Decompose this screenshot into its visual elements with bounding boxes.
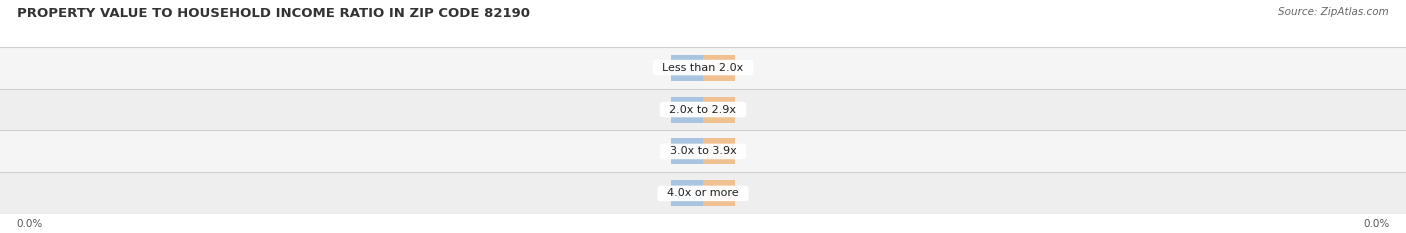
Text: 4.0x or more: 4.0x or more xyxy=(661,188,745,198)
Bar xyxy=(0,172,1406,214)
Bar xyxy=(672,180,703,206)
Text: 0.0%: 0.0% xyxy=(673,188,700,198)
Text: Less than 2.0x: Less than 2.0x xyxy=(655,63,751,72)
Text: 0.0%: 0.0% xyxy=(706,147,733,156)
Text: PROPERTY VALUE TO HOUSEHOLD INCOME RATIO IN ZIP CODE 82190: PROPERTY VALUE TO HOUSEHOLD INCOME RATIO… xyxy=(17,7,530,20)
Text: 0.0%: 0.0% xyxy=(706,63,733,72)
Text: 2.0x to 2.9x: 2.0x to 2.9x xyxy=(662,105,744,114)
Text: 0.0%: 0.0% xyxy=(673,105,700,114)
Bar xyxy=(0,130,1406,172)
Bar xyxy=(672,55,703,81)
Bar xyxy=(0,47,1406,89)
Text: 0.0%: 0.0% xyxy=(673,63,700,72)
Bar xyxy=(672,96,703,123)
Bar xyxy=(703,55,734,81)
Bar xyxy=(0,89,1406,130)
Text: 0.0%: 0.0% xyxy=(17,219,44,229)
Text: 0.0%: 0.0% xyxy=(706,188,733,198)
Text: 0.0%: 0.0% xyxy=(706,105,733,114)
Bar xyxy=(703,180,734,206)
Bar xyxy=(672,138,703,164)
Bar xyxy=(703,138,734,164)
Text: 0.0%: 0.0% xyxy=(673,147,700,156)
Text: 3.0x to 3.9x: 3.0x to 3.9x xyxy=(662,147,744,156)
Text: 0.0%: 0.0% xyxy=(1362,219,1389,229)
Text: Source: ZipAtlas.com: Source: ZipAtlas.com xyxy=(1278,7,1389,17)
Bar xyxy=(703,96,734,123)
